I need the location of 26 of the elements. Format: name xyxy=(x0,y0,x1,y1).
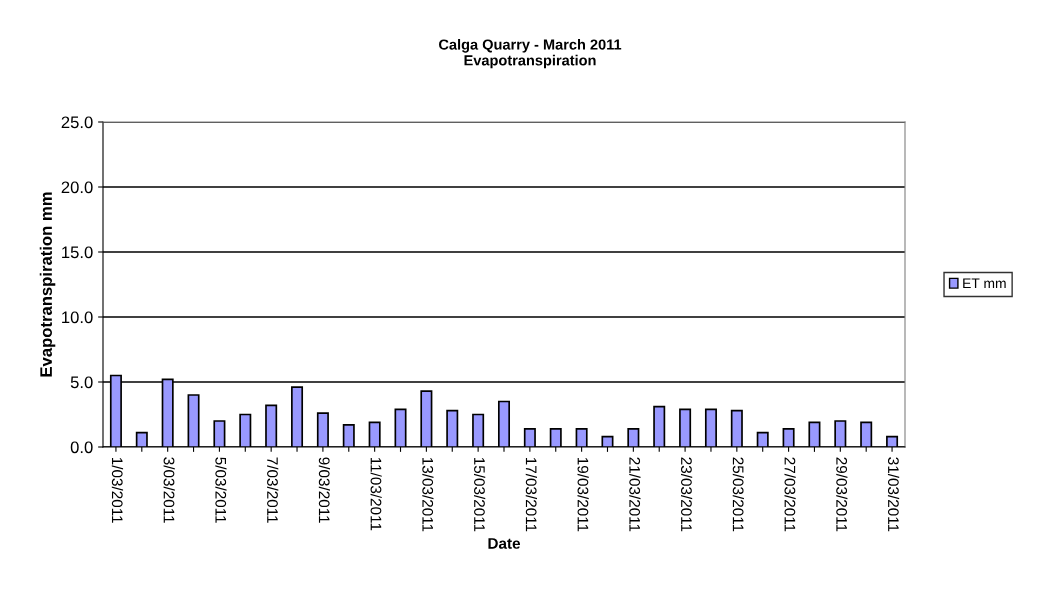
y-tick-label: 15.0 xyxy=(62,246,93,259)
x-tick-label: 23/03/2011 xyxy=(681,457,693,532)
y-tick-label: 20.0 xyxy=(61,181,93,194)
x-tick-label: 21/03/2011 xyxy=(629,457,641,532)
x-tick-label: 1/03/2011 xyxy=(111,457,124,523)
y-tick-label: 25.0 xyxy=(61,116,93,129)
y-tick-label: 5.0 xyxy=(70,376,93,389)
x-tick-label: 11/03/2011 xyxy=(370,457,382,531)
x-tick-label: 27/03/2011 xyxy=(784,457,796,532)
y-tick-label: 10.0 xyxy=(62,311,93,324)
x-tick-label: 19/03/2011 xyxy=(577,457,589,532)
y-tick-label: 0.0 xyxy=(70,441,93,454)
x-tick-label: 9/03/2011 xyxy=(318,457,331,523)
legend-label: ET mm xyxy=(963,278,1006,289)
x-tick-label: 25/03/2011 xyxy=(732,457,744,532)
x-tick-label: 29/03/2011 xyxy=(836,457,848,532)
x-tick-label: 17/03/2011 xyxy=(525,457,537,532)
y-axis-title: Evapotranspiration mm xyxy=(39,192,56,377)
x-tick-label: 3/03/2011 xyxy=(163,457,175,523)
chart-title: Calga Quarry - March 2011 Evapotranspiration xyxy=(439,39,622,69)
x-tick-label: 7/03/2011 xyxy=(267,457,279,523)
x-tick-label: 13/03/2011 xyxy=(422,457,434,532)
x-axis-title: Date xyxy=(488,538,521,549)
x-tick-label: 31/03/2011 xyxy=(887,457,900,532)
x-tick-label: 5/03/2011 xyxy=(215,457,227,523)
x-tick-label: 15/03/2011 xyxy=(474,457,486,532)
